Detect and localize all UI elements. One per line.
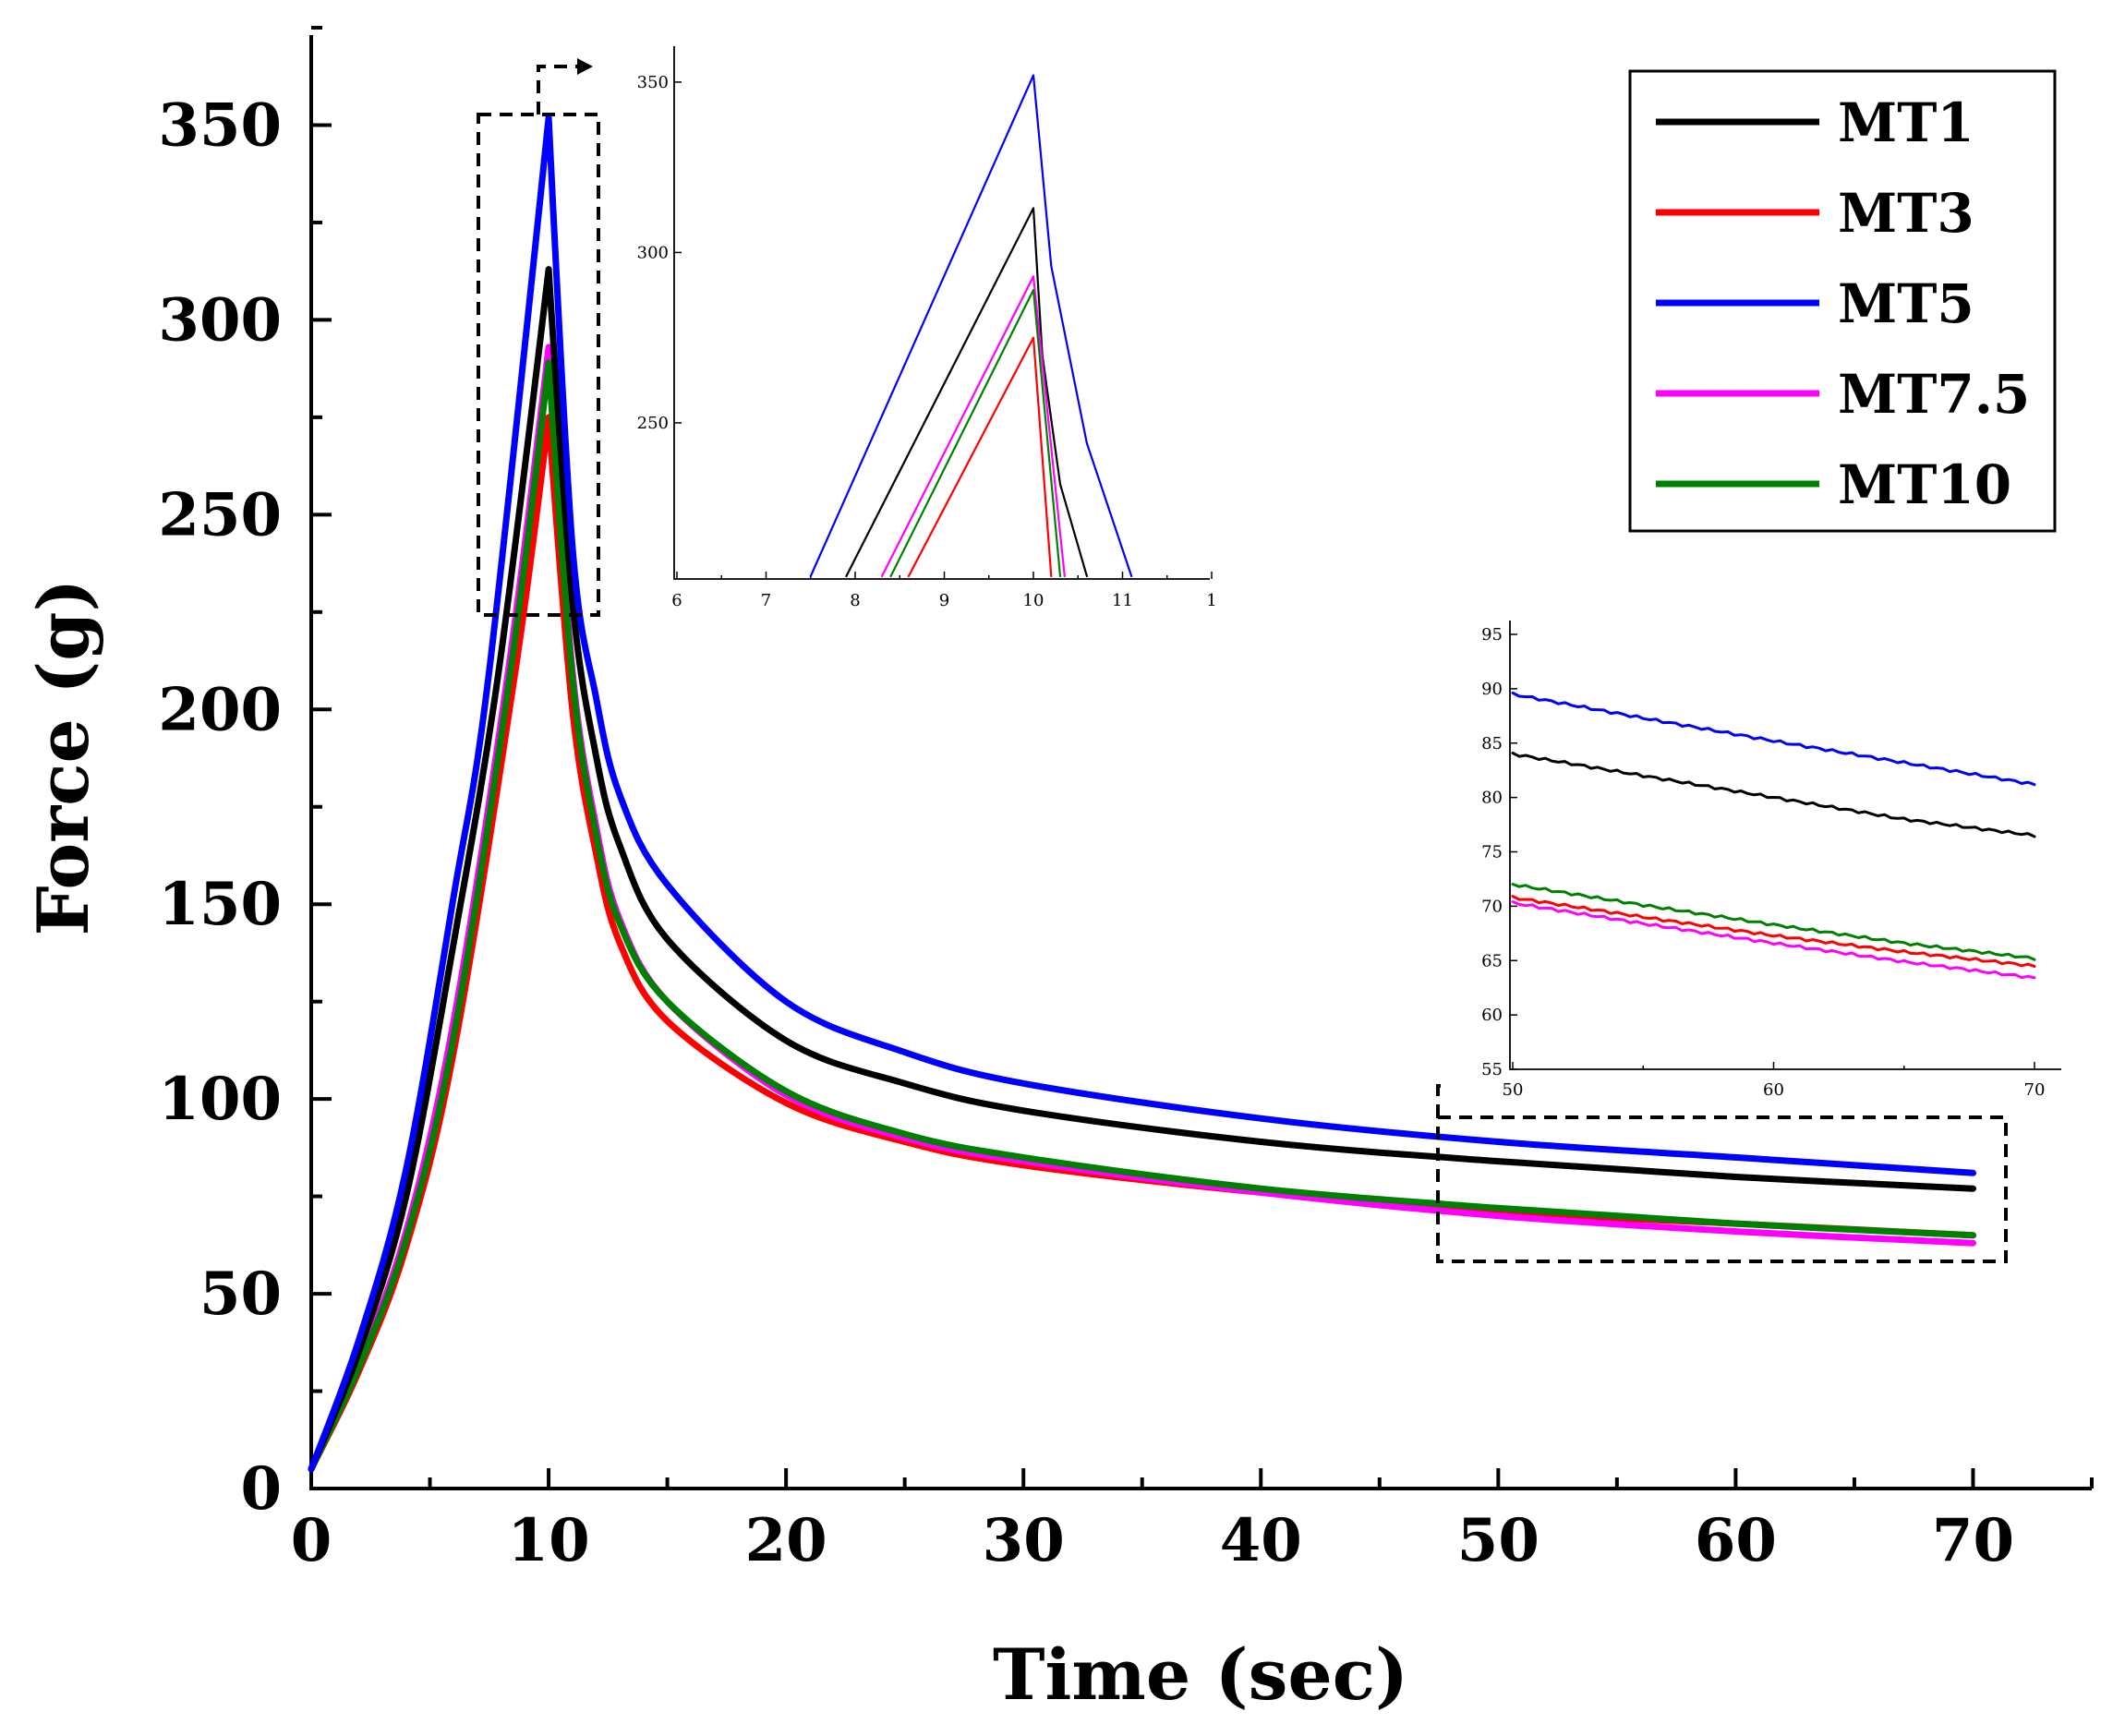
- tail-inset-line-mt7-5: [1511, 900, 2036, 980]
- legend-label-mt1: MT1: [1838, 91, 1974, 154]
- tail-inset-x-tick-label: 60: [1763, 1080, 1784, 1100]
- main-series-line-mt10: [308, 359, 1976, 1473]
- peak-inset-x-tick-label: 11: [1112, 591, 1133, 610]
- tail-inset-x-tick-label: 70: [2024, 1080, 2046, 1100]
- tail-inset-y-tick-label: 60: [1481, 1006, 1503, 1025]
- legend-items: MT1 MT3 MT5 MT7.5 MT10: [1656, 91, 2030, 516]
- x-tick-label: 70: [1932, 1506, 2014, 1575]
- y-axis-title: Force (g): [22, 579, 104, 936]
- x-tick-label: 40: [1220, 1506, 1302, 1575]
- peak-inset-x-tick-label: 1: [1206, 591, 1216, 610]
- peak-zoom-arrow-line: [537, 65, 577, 115]
- tail-inset-y-tick-label: 80: [1481, 789, 1503, 808]
- y-tick-label: 50: [199, 1260, 282, 1329]
- tail-inset-y-tick-label: 70: [1481, 897, 1503, 916]
- y-tick-label: 100: [158, 1065, 282, 1134]
- tail-inset-y-tick-label: 90: [1481, 680, 1503, 699]
- x-tick-label: 0: [291, 1506, 332, 1575]
- peak-inset-y-tick-label: 350: [637, 73, 669, 92]
- y-tick-label: 200: [158, 675, 282, 744]
- peak-inset-line-mt7-5: [880, 275, 1066, 578]
- legend-label-mt10: MT10: [1838, 453, 2011, 516]
- peak-inset-line-mt10: [889, 288, 1062, 578]
- peak-inset-x-tick-label: 7: [761, 591, 771, 610]
- peak-inset-series: [809, 74, 1133, 578]
- tail-inset: 50 60 70 55 60 65 70 75 80 85 90 95: [1443, 609, 2089, 1113]
- peak-inset-x-tick-label: 6: [671, 591, 682, 610]
- peak-inset-line-mt3: [907, 336, 1053, 578]
- tail-inset-ticks: 50 60 70 55 60 65 70 75 80 85 90 95: [1481, 625, 2045, 1100]
- y-tick-label: 150: [158, 870, 282, 939]
- tail-inset-y-tick-label: 65: [1481, 951, 1503, 970]
- peak-inset-y-tick-label: 250: [637, 414, 669, 433]
- x-axis-title: Time (sec): [993, 1634, 1408, 1716]
- x-tick-label: 10: [508, 1506, 590, 1575]
- legend-label-mt7-5: MT7.5: [1838, 363, 2030, 426]
- tail-inset-y-tick-label: 85: [1481, 734, 1503, 753]
- tail-inset-line-mt3: [1511, 895, 2036, 969]
- tail-inset-y-tick-label: 55: [1481, 1060, 1503, 1079]
- tail-inset-line-mt5: [1511, 691, 2036, 787]
- peak-zoom-arrowhead: [577, 58, 593, 75]
- peak-zoom-box: [477, 113, 600, 617]
- legend: MT1 MT3 MT5 MT7.5 MT10: [1628, 69, 2057, 533]
- tail-inset-line-mt1: [1511, 752, 2036, 838]
- tail-inset-line-mt10: [1511, 883, 2036, 961]
- y-tick-label: 250: [158, 480, 282, 549]
- peak-inset-x-tick-label: 9: [939, 591, 949, 610]
- main-series-line-mt5: [308, 114, 1976, 1473]
- tail-zoom-box: [1436, 1115, 2008, 1263]
- peak-inset-axis-frame: [673, 46, 1210, 580]
- tail-inset-y-tick-label: 75: [1481, 843, 1503, 862]
- x-tick-label: 20: [745, 1506, 827, 1575]
- peak-inset-x-tick-label: 10: [1023, 591, 1044, 610]
- y-tick-label: 0: [240, 1454, 282, 1524]
- peak-inset-x-tick-label: 8: [850, 591, 860, 610]
- peak-inset-background: [600, 37, 1217, 637]
- peak-inset-y-tick-label: 300: [637, 243, 669, 262]
- tail-inset-y-tick-label: 95: [1481, 625, 1503, 645]
- peak-inset-line-mt5: [809, 74, 1133, 578]
- main-series: [308, 114, 1976, 1473]
- y-tick-label: 300: [158, 285, 282, 355]
- x-tick-label: 60: [1695, 1506, 1777, 1575]
- legend-label-mt3: MT3: [1838, 182, 1974, 245]
- x-tick-label: 50: [1457, 1506, 1539, 1575]
- legend-label-mt5: MT5: [1838, 272, 1974, 335]
- x-tick-label: 30: [983, 1506, 1065, 1575]
- main-series-line-mt1: [308, 266, 1976, 1473]
- tail-inset-x-tick-label: 50: [1503, 1080, 1524, 1100]
- tail-inset-series: [1511, 691, 2036, 980]
- y-tick-label: 350: [158, 90, 282, 160]
- tail-inset-background: [1443, 609, 2089, 1113]
